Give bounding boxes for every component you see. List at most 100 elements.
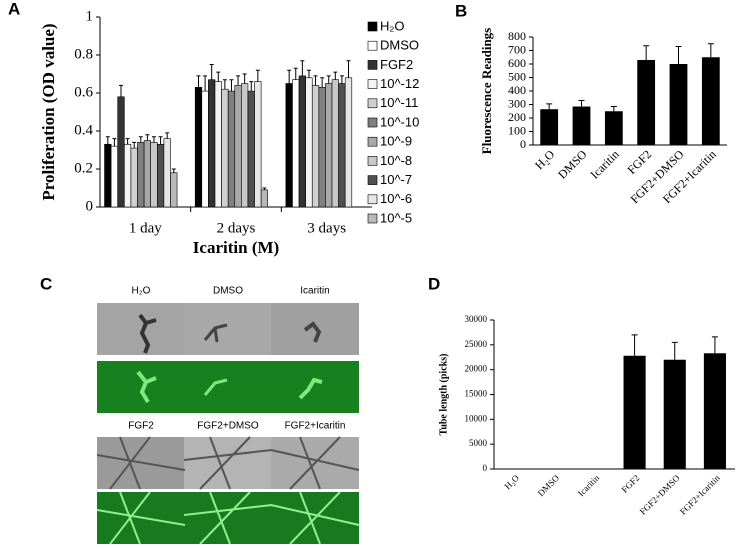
error-bar <box>631 334 638 356</box>
bar <box>623 355 646 469</box>
bar <box>572 106 591 145</box>
y-tick-label: 0.4 <box>74 122 93 138</box>
error-bar <box>132 141 137 149</box>
y-tick-label: 100 <box>508 123 526 137</box>
error-bar <box>610 106 617 112</box>
error-bar <box>105 136 110 145</box>
y-tick-label: 0 <box>86 198 94 214</box>
legend-swatch <box>367 136 378 147</box>
x-tick-label: H₂O <box>532 147 557 172</box>
legend-label: 10^-9 <box>380 134 412 149</box>
cell-cluster <box>298 377 323 400</box>
error-bar <box>711 336 718 354</box>
cell-cluster <box>303 321 322 343</box>
y-tick-label: 0.8 <box>74 46 93 62</box>
error-bar <box>236 75 241 86</box>
micrograph <box>184 361 272 413</box>
bar <box>311 85 320 208</box>
micrograph <box>97 361 185 413</box>
y-tick-label: 0 <box>483 463 488 473</box>
micrograph <box>184 303 272 355</box>
bar <box>663 359 686 469</box>
y-tick-label: 500 <box>508 69 526 83</box>
y-axis-label: Tube length (picks) <box>438 354 449 436</box>
error-bar <box>158 136 163 145</box>
error-bar <box>249 81 254 92</box>
y-tick-label: 700 <box>508 42 526 56</box>
tube-network <box>96 436 360 490</box>
y-axis-label: Fluorescence Readings <box>479 28 494 155</box>
bar <box>318 87 326 208</box>
bar <box>130 147 138 208</box>
error-bar <box>171 168 176 173</box>
error-bar <box>339 75 344 84</box>
cell-cluster <box>203 378 228 396</box>
bar <box>254 81 262 208</box>
bar <box>701 57 720 145</box>
bar <box>637 59 656 146</box>
bar <box>221 88 229 208</box>
bar <box>604 111 623 145</box>
y-tick-label: 0 <box>520 137 526 151</box>
bar <box>163 138 171 208</box>
error-bar <box>209 64 214 80</box>
error-bar <box>306 69 311 78</box>
error-bar <box>165 132 170 139</box>
legend-label: H₂O <box>380 18 405 33</box>
legend-label: 10^-12 <box>380 76 419 91</box>
error-bar <box>643 45 650 60</box>
error-bar <box>151 136 156 143</box>
legend-swatch <box>367 79 378 89</box>
x-tick-label: H₂O <box>502 472 521 491</box>
bar <box>143 140 151 208</box>
y-tick-label: 1 <box>86 8 94 24</box>
bar <box>703 353 726 469</box>
x-tick-label: 1 day <box>129 220 162 236</box>
error-bar <box>546 103 553 110</box>
y-tick-label: 200 <box>508 110 526 124</box>
legend-swatch <box>367 156 378 166</box>
bar <box>194 87 203 208</box>
legend-swatch <box>367 175 378 185</box>
bar <box>234 85 242 208</box>
legend-label: 10^-11 <box>380 95 418 110</box>
error-bar <box>707 43 714 58</box>
bar <box>260 189 269 208</box>
bar <box>170 172 178 208</box>
bar <box>150 142 158 208</box>
bar <box>214 81 222 208</box>
error-bar <box>119 84 124 97</box>
x-tick-label: DMSO <box>536 472 562 498</box>
error-bar <box>333 71 338 80</box>
y-tick-label: 600 <box>508 56 526 70</box>
x-tick-label: DMSO <box>555 147 590 182</box>
bar <box>298 75 306 208</box>
bar <box>124 144 132 208</box>
image-caption: FGF2 <box>128 421 154 432</box>
error-bar <box>287 69 292 84</box>
panel-letter: B <box>455 1 467 20</box>
image-caption: Icaritin <box>300 286 329 297</box>
y-axis-label: Proliferation (OD value) <box>39 23 58 200</box>
x-tick-label: FGF2 <box>625 147 655 177</box>
image-caption: FGF2+DMSO <box>197 421 259 432</box>
bar <box>540 109 559 145</box>
bar <box>208 79 216 208</box>
error-bar <box>138 136 143 143</box>
bar <box>344 77 353 208</box>
error-bar <box>145 134 150 141</box>
y-tick-label: 0.6 <box>74 84 93 100</box>
x-tick-label: Icaritin <box>587 147 621 181</box>
bar <box>247 90 255 208</box>
bar <box>325 83 333 208</box>
error-bar <box>203 75 208 92</box>
micrograph <box>184 437 272 489</box>
x-tick-label: FGF2 <box>620 473 642 495</box>
error-bar <box>112 138 117 147</box>
legend-swatch <box>367 213 378 224</box>
y-tick-label: 10000 <box>465 413 488 423</box>
bar <box>110 145 119 208</box>
y-tick-label: 15000 <box>465 389 488 399</box>
bar <box>227 90 236 208</box>
bar <box>331 79 339 208</box>
